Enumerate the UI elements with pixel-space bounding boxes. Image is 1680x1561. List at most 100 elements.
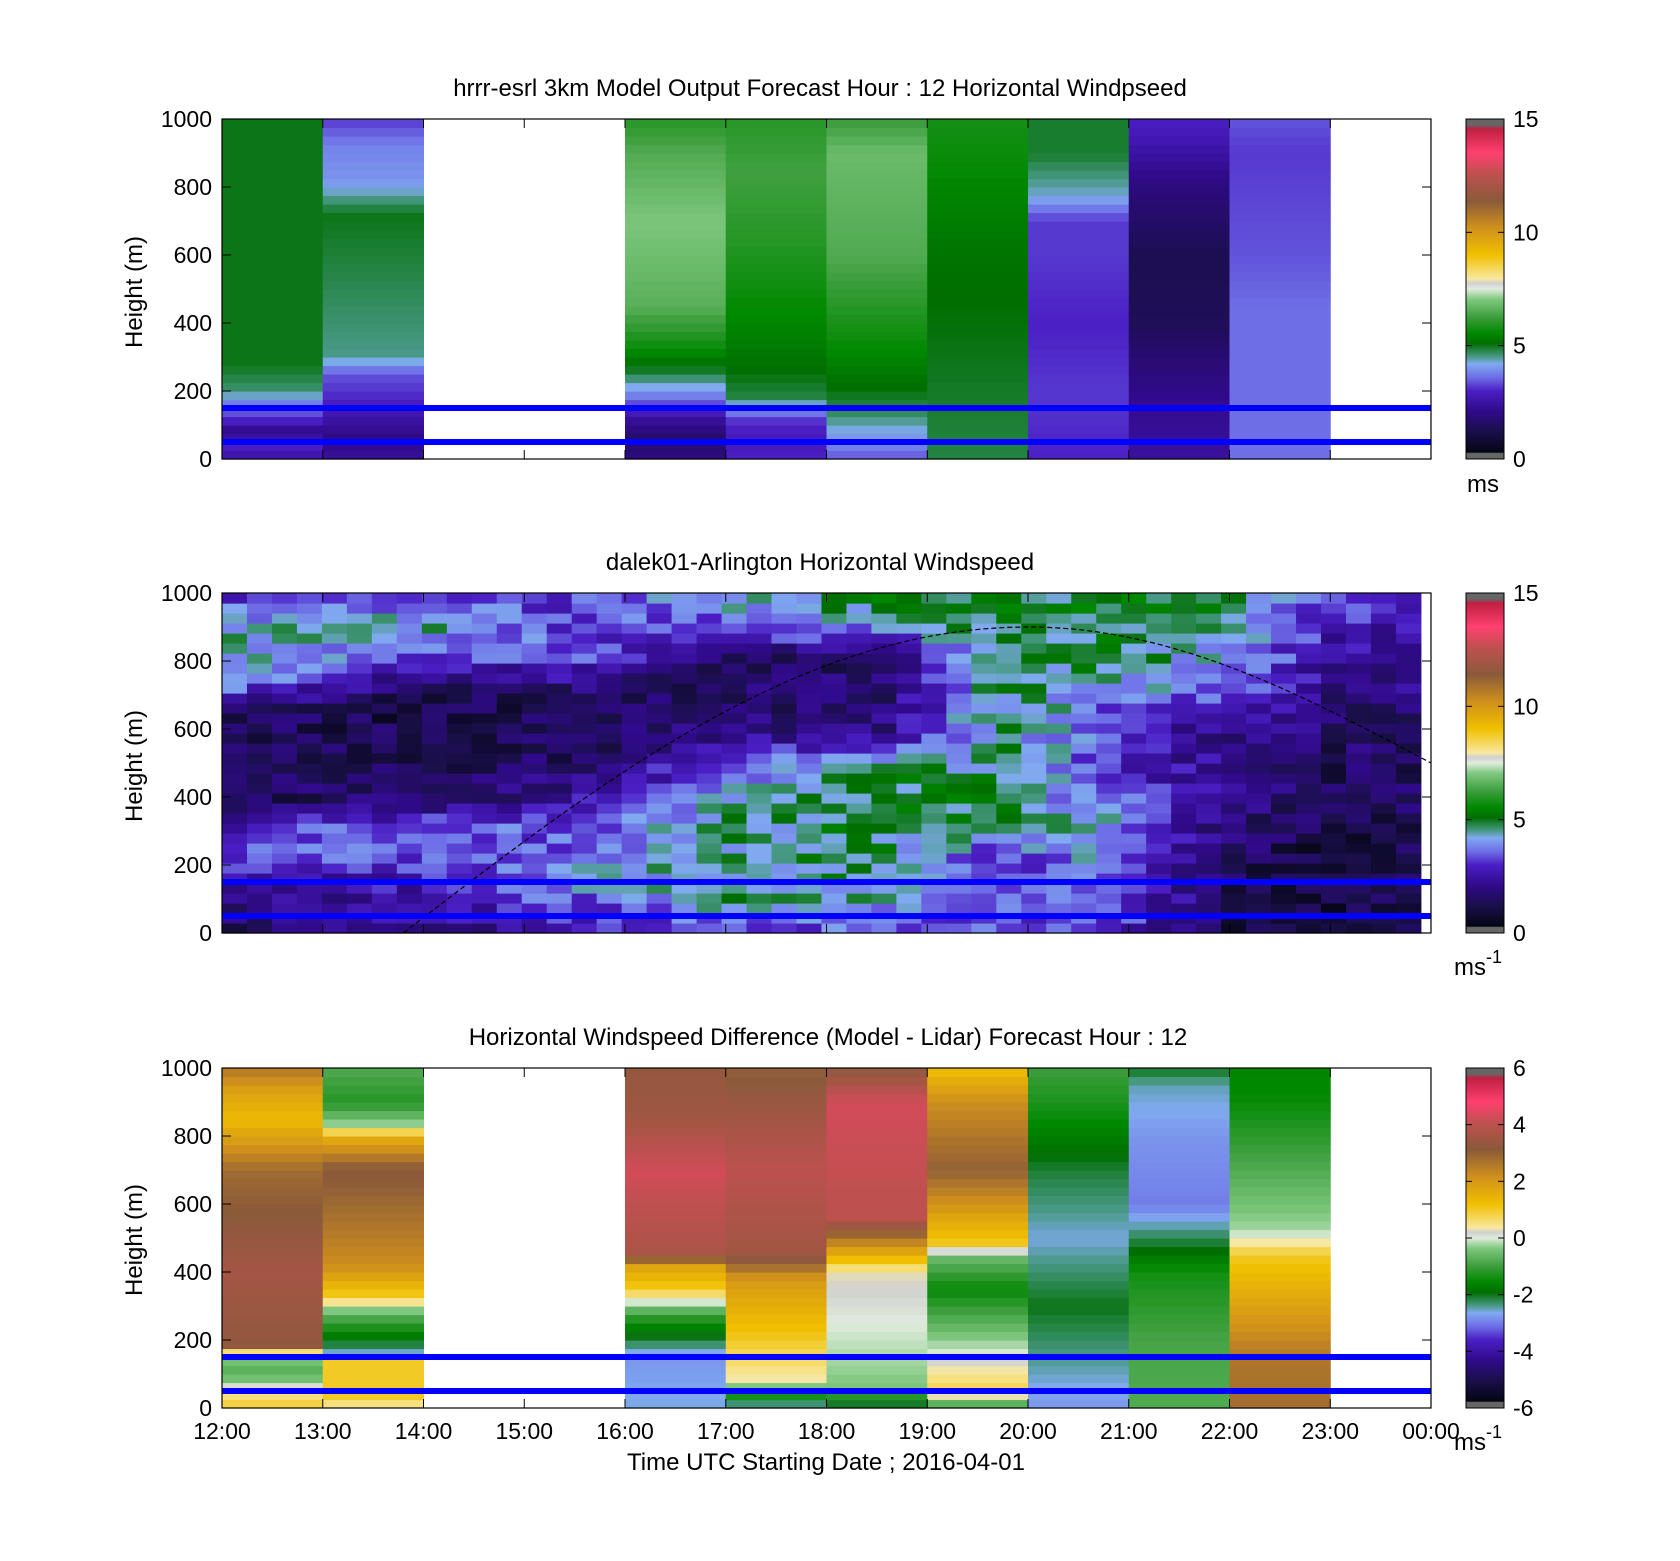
heatmap-cell <box>725 195 827 205</box>
heatmap-cell <box>346 613 373 624</box>
heatmap-cell <box>446 883 473 894</box>
heatmap-cell <box>446 613 473 624</box>
heatmap-cell <box>946 643 972 654</box>
heatmap-cell <box>771 743 797 754</box>
heatmap-cell <box>1146 633 1172 644</box>
heatmap-cell <box>1221 893 1247 904</box>
y-tick-label: 0 <box>199 1395 212 1421</box>
heatmap-cell <box>671 783 698 794</box>
panel-title: hrrr-esrl 3km Model Output Forecast Hour… <box>453 75 1187 102</box>
heatmap-cell <box>1146 673 1172 684</box>
heatmap-cell <box>1296 883 1322 894</box>
heatmap-cell <box>571 683 598 694</box>
heatmap-cell <box>471 903 498 914</box>
heatmap-cell <box>671 793 698 804</box>
heatmap-cell <box>896 693 922 704</box>
heatmap-cell <box>671 643 698 654</box>
heatmap-cell <box>1196 873 1222 884</box>
heatmap-cell <box>1146 853 1172 864</box>
heatmap-cell <box>1096 813 1122 824</box>
heatmap-cell <box>322 1102 424 1112</box>
heatmap-cell <box>1296 723 1322 734</box>
heatmap-cell <box>1395 923 1422 934</box>
heatmap-cell <box>1096 623 1122 634</box>
heatmap-cell <box>222 1297 324 1307</box>
heatmap-cell <box>1171 803 1197 814</box>
heatmap-cell <box>1096 713 1122 724</box>
heatmap-cell <box>621 693 648 704</box>
heatmap-cell <box>996 723 1022 734</box>
heatmap-cell <box>1370 703 1397 714</box>
heatmap-cell <box>771 713 797 724</box>
heatmap-cell <box>346 803 373 814</box>
heatmap-cell <box>322 1382 424 1392</box>
heatmap-cell <box>826 1187 928 1197</box>
heatmap-cell <box>625 1280 727 1290</box>
heatmap-cell <box>1171 593 1197 604</box>
heatmap-cell <box>1221 643 1247 654</box>
heatmap-cell <box>1229 382 1331 392</box>
heatmap-cell <box>1121 823 1147 834</box>
heatmap-cell <box>927 1144 1029 1154</box>
heatmap-cell <box>1221 793 1247 804</box>
heatmap-cell <box>322 221 424 231</box>
heatmap-cell <box>625 1314 727 1324</box>
heatmap-cell <box>1121 923 1147 934</box>
heatmap-cell <box>1229 272 1331 282</box>
heatmap-cell <box>471 683 498 694</box>
heatmap-cell <box>646 613 673 624</box>
heatmap-cell <box>826 1153 928 1163</box>
colorbar-unit: ms-1 <box>1454 1422 1502 1456</box>
heatmap-cell <box>222 1187 324 1197</box>
heatmap-cell <box>471 863 498 874</box>
heatmap-cell <box>1021 833 1047 844</box>
heatmap-cell <box>222 1306 324 1316</box>
y-tick-label: 400 <box>174 784 212 810</box>
heatmap-cell <box>1121 763 1147 774</box>
heatmap-cell <box>296 613 323 624</box>
heatmap-cell <box>246 743 273 754</box>
heatmap-cell <box>771 763 797 774</box>
heatmap-cell <box>1171 843 1197 854</box>
heatmap-cell <box>396 693 423 704</box>
heatmap-cell <box>946 673 972 684</box>
heatmap-cell <box>1271 643 1297 654</box>
heatmap-cell <box>1370 893 1397 904</box>
heatmap-cell <box>1196 903 1222 914</box>
heatmap-cell <box>996 663 1022 674</box>
heatmap-cell <box>1229 289 1331 299</box>
heatmap-cell <box>1321 813 1347 824</box>
heatmap-cell <box>296 813 323 824</box>
heatmap-cell <box>446 683 473 694</box>
heatmap-cell <box>1128 450 1230 460</box>
heatmap-cell <box>222 425 324 435</box>
heatmap-cell <box>496 763 523 774</box>
heatmap-cell <box>927 272 1029 282</box>
heatmap-cell <box>771 623 797 634</box>
heatmap-cell <box>296 683 323 694</box>
heatmap-cell <box>927 221 1029 231</box>
heatmap-cell <box>396 863 423 874</box>
heatmap-cell <box>1128 238 1230 248</box>
heatmap-cell <box>496 753 523 764</box>
heatmap-cell <box>896 743 922 754</box>
heatmap-cell <box>1128 399 1230 409</box>
heatmap-cell <box>871 713 897 724</box>
heatmap-cell <box>222 683 248 694</box>
heatmap-cell <box>1021 663 1047 674</box>
heatmap-cell <box>746 643 773 654</box>
heatmap-cell <box>1128 221 1230 231</box>
heatmap-cell <box>621 713 648 724</box>
heatmap-cell <box>1370 853 1397 864</box>
heatmap-cell <box>746 703 773 714</box>
heatmap-cell <box>571 773 598 784</box>
heatmap-cell <box>396 643 423 654</box>
heatmap-cell <box>921 783 947 794</box>
heatmap-cell <box>1296 633 1322 644</box>
heatmap-cell <box>725 255 827 265</box>
heatmap-cell <box>521 783 548 794</box>
colorbar-tick-label: 10 <box>1513 693 1539 719</box>
heatmap-cell <box>771 893 797 904</box>
heatmap-cell <box>996 893 1022 904</box>
heatmap-area <box>222 119 1331 460</box>
